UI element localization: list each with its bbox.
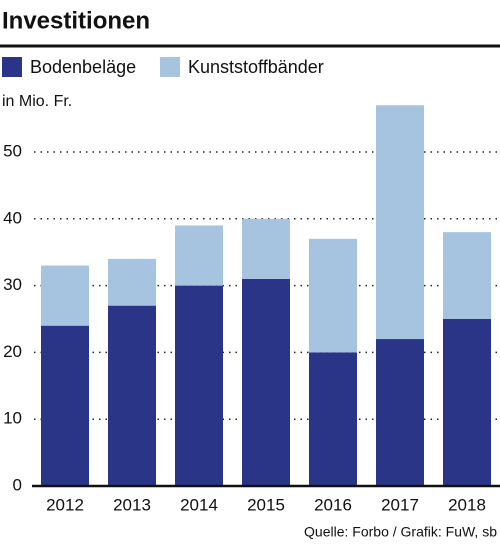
x-tick-label: 2018 xyxy=(448,495,486,514)
x-tick-label: 2012 xyxy=(46,495,84,514)
bar-segment xyxy=(41,265,89,326)
bar-segment xyxy=(242,218,290,279)
legend-swatch xyxy=(160,57,180,77)
y-tick-label: 0 xyxy=(13,475,22,494)
bar-segment xyxy=(376,339,424,486)
source: Quelle: Forbo / Grafik: FuW, sb xyxy=(304,524,497,540)
bar-segment xyxy=(376,105,424,340)
bar-segment xyxy=(175,285,223,486)
x-tick-label: 2017 xyxy=(381,495,419,514)
y-tick-label: 10 xyxy=(3,409,22,428)
legend-label: Bodenbeläge xyxy=(30,57,136,77)
bar-segment xyxy=(309,352,357,486)
bar-segment xyxy=(309,238,357,353)
y-tick-label: 50 xyxy=(3,141,22,160)
y-axis-label: in Mio. Fr. xyxy=(2,93,72,110)
x-tick-label: 2014 xyxy=(180,495,218,514)
legend-label: Kunststoffbänder xyxy=(188,57,324,77)
bar-segment xyxy=(242,278,290,486)
bar-segment xyxy=(443,232,491,319)
x-tick-label: 2016 xyxy=(314,495,352,514)
chart-title: Investitionen xyxy=(2,7,150,34)
x-tick-label: 2015 xyxy=(247,495,285,514)
bar-segment xyxy=(41,325,89,486)
bar-segment xyxy=(443,319,491,486)
y-tick-label: 20 xyxy=(3,342,22,361)
bar-segment xyxy=(175,225,223,286)
bar-segment xyxy=(108,258,156,306)
y-tick-label: 30 xyxy=(3,275,22,294)
bar-segment xyxy=(108,305,156,486)
y-tick-label: 40 xyxy=(3,208,22,227)
x-tick-label: 2013 xyxy=(113,495,151,514)
legend-swatch xyxy=(2,57,22,77)
